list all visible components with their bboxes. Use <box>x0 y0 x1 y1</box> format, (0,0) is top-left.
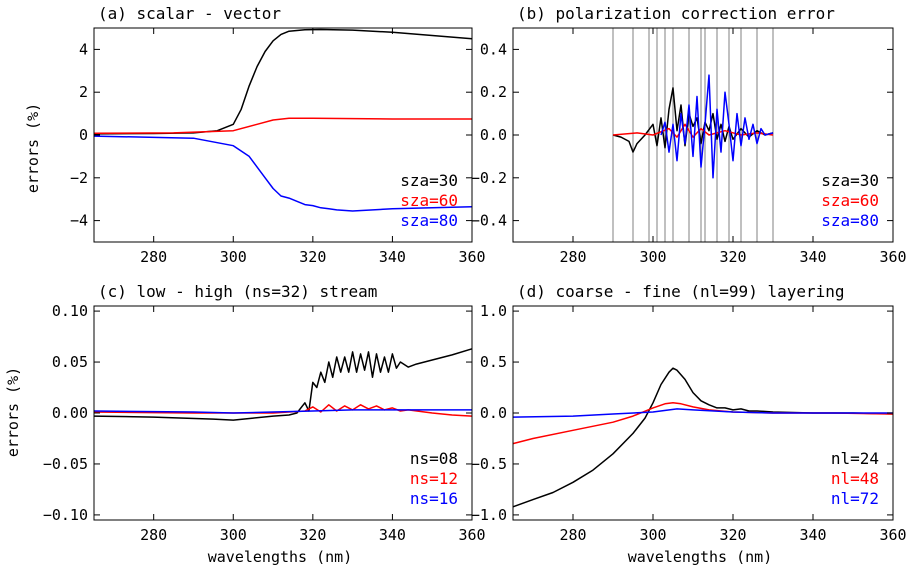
panel-c-xlabel: wavelengths (nm) <box>208 548 353 566</box>
panel-c-legend-entry-0: ns=08 <box>410 449 458 468</box>
panel-a-ytick-label-2: 0 <box>79 126 88 144</box>
panel-d-series-0-line <box>512 367 894 508</box>
panel-b-legend-entry-2: sza=80 <box>821 211 879 230</box>
panel-b-legend-entry-0: sza=30 <box>821 171 879 190</box>
panel-b: (b) polarization correction error 280 300… <box>471 4 907 266</box>
panel-d-ytick-label-3: 0.5 <box>480 353 507 371</box>
panel-c-series-0-line <box>93 348 473 421</box>
panel-c-ytick-label-4: 0.10 <box>52 302 88 320</box>
panel-a-xtick-label-4: 360 <box>458 248 485 266</box>
panel-a-xtick-label-0: 280 <box>140 248 167 266</box>
panel-a-title: (a) scalar - vector <box>98 4 281 23</box>
panel-d-legend-entry-2: nl=72 <box>831 489 879 508</box>
panel-a-ylabel: errors (%) <box>24 103 42 193</box>
panel-d-xtick-label-4: 360 <box>879 526 906 544</box>
panel-c-xtick-label-4: 360 <box>458 526 485 544</box>
panel-a-xtick-label-2: 320 <box>299 248 326 266</box>
panel-a-xtick-label-3: 340 <box>379 248 406 266</box>
panel-b-legend-entry-1: sza=60 <box>821 191 879 210</box>
panel-d-legend-entry-0: nl=24 <box>831 449 879 468</box>
panel-d-ytick-label-2: 0.0 <box>480 404 507 422</box>
panel-a-series-2-line <box>93 135 473 212</box>
panel-c-plot-area: 280 300 320 340 360 −0.10 −0.05 0.00 0.05 0.10 ns=… <box>43 302 486 544</box>
panel-b-xtick-label-0: 280 <box>559 248 586 266</box>
panel-a-xtick-label-1: 300 <box>220 248 247 266</box>
panel-c-ylabel: errors (%) <box>4 367 22 457</box>
panel-c-xtick-label-0: 280 <box>140 526 167 544</box>
panel-b-xtick-label-4: 360 <box>879 248 906 266</box>
panel-c-xtick-label-2: 320 <box>299 526 326 544</box>
panel-a-series-1-line <box>93 117 472 135</box>
panel-b-xtick-label-1: 300 <box>639 248 666 266</box>
panel-b-title: (b) polarization correction error <box>517 4 835 23</box>
panel-b-ytick-label-0: −0.4 <box>471 212 507 230</box>
panel-a-legend-entry-0: sza=30 <box>400 171 458 190</box>
panel-a-legend-entry-1: sza=60 <box>400 191 458 210</box>
panel-b-series-2-line <box>660 74 774 179</box>
panel-c-legend-entry-1: ns=12 <box>410 469 458 488</box>
panel-b-ytick-label-2: 0.0 <box>480 126 507 144</box>
panel-c-ytick-label-0: −0.10 <box>43 506 88 524</box>
panel-b-plot-area: 280 300 320 340 360−0.4−0.20.00.20.4sza=30sz… <box>471 27 907 266</box>
panel-c-series-2-line <box>93 409 472 414</box>
panel-c-ytick-label-2: 0.00 <box>52 404 88 422</box>
panel-d-xtick-label-3: 340 <box>799 526 826 544</box>
panel-c-xtick-label-3: 340 <box>379 526 406 544</box>
panel-a-ytick-label-4: 4 <box>79 40 88 58</box>
panel-c-ytick-label-1: −0.05 <box>43 455 88 473</box>
panel-d-ytick-label-1: −0.5 <box>471 455 507 473</box>
panel-d-xtick-label-1: 300 <box>639 526 666 544</box>
panel-a-ytick-label-1: −2 <box>70 169 88 187</box>
panel-c-ytick-label-3: 0.05 <box>52 353 88 371</box>
panel-c-xtick-label-1: 300 <box>220 526 247 544</box>
panel-a-ytick-label-3: 2 <box>79 83 88 101</box>
panel-b-ytick-label-4: 0.4 <box>480 40 507 58</box>
panel-a-legend-entry-2: sza=80 <box>400 211 458 230</box>
panel-b-ytick-label-1: −0.2 <box>471 169 507 187</box>
panel-c: (c) low - high (ns=32) stream errors (%)… <box>4 282 486 566</box>
panel-a: (a) scalar - vector errors (%) 280 300 320… <box>24 4 486 266</box>
panel-b-series-1-line <box>612 123 774 138</box>
panel-b-xtick-label-2: 320 <box>719 248 746 266</box>
panel-d: (d) coarse - fine (nl=99) layering wavel… <box>471 282 907 566</box>
panel-d-ytick-label-4: 1.0 <box>480 302 507 320</box>
panel-d-legend-entry-1: nl=48 <box>831 469 879 488</box>
panel-d-xlabel: wavelengths (nm) <box>628 548 773 566</box>
panel-b-series-0-line <box>612 87 774 153</box>
panel-b-xtick-label-3: 340 <box>799 248 826 266</box>
panel-c-legend-entry-2: ns=16 <box>410 489 458 508</box>
panel-a-ytick-label-0: −4 <box>70 212 88 230</box>
panel-d-title: (d) coarse - fine (nl=99) layering <box>517 282 845 301</box>
panel-b-ytick-label-3: 0.2 <box>480 83 507 101</box>
panel-c-title: (c) low - high (ns=32) stream <box>98 282 377 301</box>
panel-d-xtick-label-0: 280 <box>559 526 586 544</box>
panel-d-xtick-label-2: 320 <box>719 526 746 544</box>
panel-d-series-2-line <box>512 408 893 418</box>
panel-d-ytick-label-0: −1.0 <box>471 506 507 524</box>
panel-d-plot-area: 280 300 320 340 360−1.0−0.50.00.51.0nl=24nl=… <box>471 302 907 544</box>
